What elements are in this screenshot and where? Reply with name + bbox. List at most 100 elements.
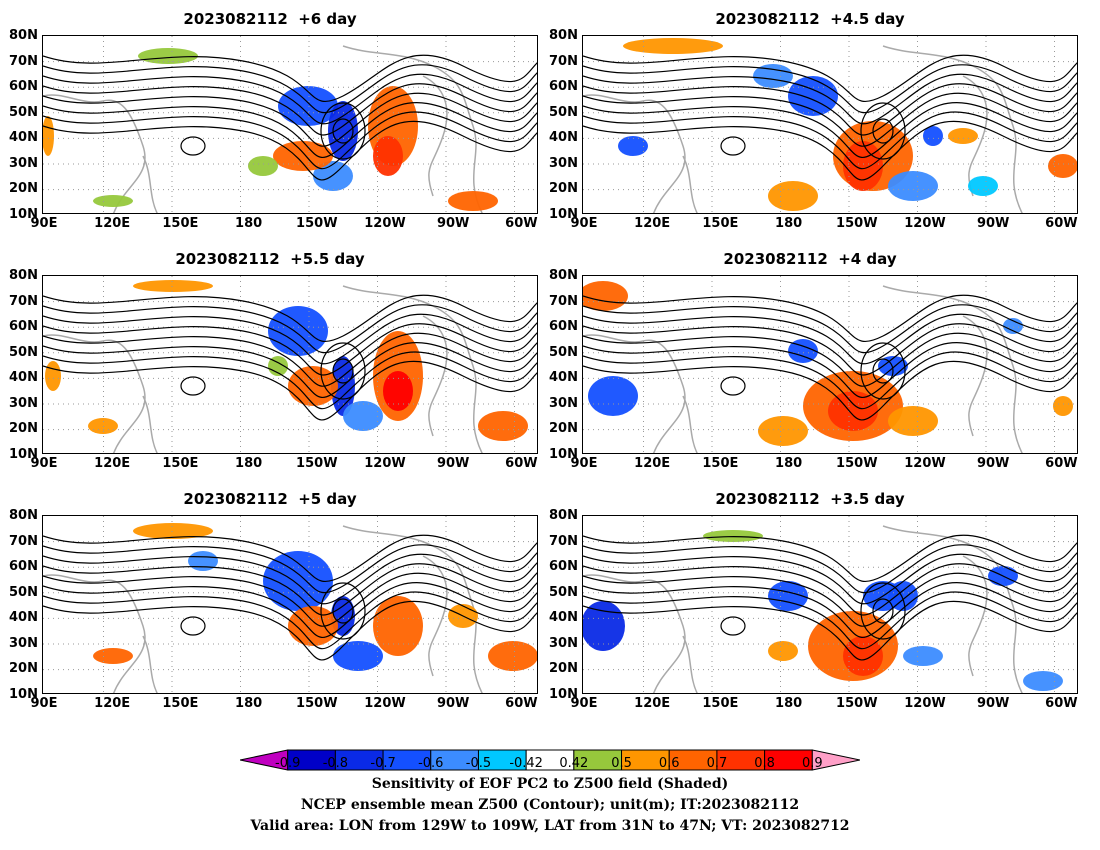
z500-contour (43, 563, 537, 616)
sensitivity-shading (618, 136, 648, 156)
z500-contour (583, 342, 1077, 398)
lat-tick-label: 50N (9, 104, 38, 120)
z500-contour (583, 360, 1077, 421)
lon-tick-label: 90E (30, 456, 58, 471)
sensitivity-shading (888, 406, 938, 436)
sensitivity-shading (278, 86, 338, 126)
lon-tick-label: 180 (775, 696, 803, 711)
map-plot (43, 516, 537, 693)
lat-tick-label: 30N (9, 155, 38, 171)
lat-tick-label: 80N (9, 508, 38, 523)
lon-tick-label: 90E (570, 696, 598, 711)
sensitivity-shading (478, 411, 528, 441)
lon-tick-label: 120E (94, 456, 131, 471)
sensitivity-shading (373, 136, 403, 176)
lon-tick-label: 120W (904, 696, 946, 711)
colorbar-tick-label: 0.42 (559, 756, 589, 771)
map-panel-6: 2023082112 +3.5 day 80N 70N 60N 50N 40N 30N 20N… (540, 490, 1080, 730)
lat-tick-label: 70N (9, 293, 38, 309)
lon-tick-label: 150W (836, 216, 878, 231)
map-plot (583, 276, 1077, 453)
lon-tick-label: 120E (634, 456, 671, 471)
lat-tick-label: 40N (9, 130, 38, 145)
z500-contour (583, 534, 1077, 583)
z500-contour (583, 544, 1077, 594)
lon-tick-label: 60W (505, 696, 538, 711)
sensitivity-shading (923, 126, 943, 146)
lon-tick-label: 120W (364, 696, 406, 711)
z500-contour (583, 600, 1077, 661)
lat-tick-label: 60N (549, 559, 578, 574)
lat-tick-label: 10N (549, 446, 578, 462)
colorbar-tick-label: 0.9 (801, 756, 823, 771)
z500-contour (583, 563, 1077, 616)
map-plot (583, 36, 1077, 213)
colorbar (240, 749, 860, 771)
z500-contour (583, 572, 1077, 627)
z500-contour (43, 600, 537, 661)
colorbar-tick-label: -0.6 (418, 756, 444, 771)
lat-tick-label: 20N (9, 661, 38, 676)
sensitivity-shading (583, 281, 628, 311)
panel-title: 2023082112 +6 day (183, 10, 357, 28)
z500-contour (583, 553, 1077, 605)
panel-title: 2023082112 +4.5 day (715, 10, 905, 28)
lat-tick-label: 10N (9, 686, 38, 702)
sensitivity-shading (828, 391, 878, 431)
map-frame (582, 35, 1078, 214)
lon-tick-label: 90E (570, 456, 598, 471)
sensitivity-shading (93, 648, 133, 664)
lat-tick-label: 40N (549, 130, 578, 145)
z500-contour (583, 102, 1077, 158)
map-frame (42, 515, 538, 694)
lon-tick-label: 120E (634, 696, 671, 711)
map-panel-5: 2023082112 +5 day 80N 70N 60N 50N 40N 30N 20N 10… (0, 490, 540, 730)
map-panel-1: 2023082112 +6 day 80N 70N 60N 50N 40N 30N 20N 10… (0, 10, 540, 250)
lon-tick-label: 90E (30, 216, 58, 231)
map-frame (582, 275, 1078, 454)
sensitivity-shading (488, 641, 537, 671)
lon-tick-label: 120W (364, 216, 406, 231)
map-panel-3: 2023082112 +5.5 day 80N 70N 60N 50N 40N 30N 20N… (0, 250, 540, 490)
z500-contour (43, 544, 537, 594)
lat-tick-label: 20N (549, 421, 578, 436)
lat-tick-label: 70N (9, 533, 38, 549)
lon-tick-label: 90E (30, 696, 58, 711)
sensitivity-shading (93, 195, 133, 207)
lon-tick-label: 90W (436, 216, 470, 231)
sensitivity-shading (133, 280, 213, 292)
colorbar-tick-label: 0.5 (611, 756, 632, 771)
sensitivity-shading (1023, 671, 1063, 691)
map-plot (43, 36, 537, 213)
lat-tick-label: 50N (549, 584, 578, 600)
lat-tick-label: 60N (9, 559, 38, 574)
lon-tick-label: 90W (976, 696, 1010, 711)
sensitivity-shading (623, 38, 723, 54)
z500-contour (43, 572, 537, 627)
z500-contour (583, 64, 1077, 114)
colorbar-tick-label: -0.5 (465, 756, 492, 771)
lon-tick-label: 150W (296, 696, 338, 711)
z500-contour (583, 351, 1077, 410)
z500-contour (43, 92, 537, 147)
lon-tick-label: 60W (1045, 696, 1078, 711)
lon-tick-label: 180 (775, 456, 803, 471)
lat-tick-label: 80N (549, 268, 578, 283)
sensitivity-shading (333, 641, 383, 671)
lon-tick-label: 120W (904, 216, 946, 231)
z500-contour (583, 323, 1077, 376)
sensitivity-shading (288, 606, 338, 646)
z500-contour (43, 332, 537, 387)
lat-tick-label: 70N (549, 533, 578, 549)
lat-tick-label: 30N (549, 395, 578, 411)
lon-tick-label: 180 (235, 216, 263, 231)
z500-contour (43, 323, 537, 376)
lat-tick-label: 20N (9, 421, 38, 436)
lat-tick-label: 50N (9, 584, 38, 600)
panel-title: 2023082112 +5.5 day (175, 250, 365, 268)
lat-tick-label: 70N (549, 293, 578, 309)
lon-tick-label: 150E (162, 696, 199, 711)
sensitivity-shading (1053, 396, 1073, 416)
sensitivity-shading (768, 181, 818, 211)
sensitivity-shading (373, 596, 423, 656)
